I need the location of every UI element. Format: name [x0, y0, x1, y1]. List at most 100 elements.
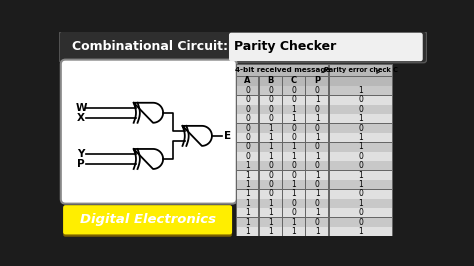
- Text: p: p: [376, 69, 380, 74]
- Bar: [330, 180, 392, 189]
- Text: A: A: [244, 76, 251, 85]
- Bar: [237, 105, 258, 114]
- Bar: [307, 95, 328, 105]
- Bar: [330, 65, 392, 76]
- Text: 0: 0: [358, 189, 363, 198]
- Bar: [260, 86, 282, 95]
- Bar: [330, 190, 392, 198]
- Bar: [330, 77, 392, 86]
- Text: 4-bit received message: 4-bit received message: [235, 67, 330, 73]
- Bar: [307, 133, 328, 142]
- Bar: [307, 208, 328, 217]
- Text: 0: 0: [268, 114, 273, 123]
- Text: 1: 1: [315, 171, 319, 180]
- Text: 1: 1: [358, 133, 363, 142]
- Text: 0: 0: [315, 142, 320, 151]
- Bar: [283, 199, 305, 208]
- Bar: [330, 143, 392, 152]
- Bar: [330, 124, 392, 133]
- Text: 1: 1: [245, 199, 250, 208]
- Bar: [307, 77, 328, 86]
- Bar: [330, 161, 392, 170]
- Text: 1: 1: [315, 133, 319, 142]
- Bar: [260, 152, 282, 161]
- FancyBboxPatch shape: [63, 207, 232, 237]
- Text: 0: 0: [245, 114, 250, 123]
- Bar: [237, 208, 258, 217]
- Bar: [283, 95, 305, 105]
- Text: 1: 1: [315, 227, 319, 236]
- Bar: [260, 77, 282, 86]
- FancyBboxPatch shape: [61, 60, 237, 204]
- Bar: [330, 199, 392, 208]
- Bar: [283, 133, 305, 142]
- Bar: [283, 180, 305, 189]
- Text: 1: 1: [268, 152, 273, 161]
- Text: 0: 0: [245, 133, 250, 142]
- Bar: [260, 199, 282, 208]
- Text: 0: 0: [268, 171, 273, 180]
- Polygon shape: [182, 126, 212, 146]
- Text: 0: 0: [268, 161, 273, 170]
- Text: 1: 1: [358, 180, 363, 189]
- Bar: [237, 95, 258, 105]
- Text: 1: 1: [358, 171, 363, 180]
- FancyBboxPatch shape: [63, 205, 232, 234]
- Bar: [307, 180, 328, 189]
- Text: C: C: [291, 76, 297, 85]
- Bar: [283, 161, 305, 170]
- Bar: [307, 199, 328, 208]
- Text: 0: 0: [358, 161, 363, 170]
- Text: 0: 0: [315, 86, 320, 95]
- Text: 0: 0: [315, 161, 320, 170]
- Text: 0: 0: [245, 124, 250, 132]
- Bar: [307, 143, 328, 152]
- Bar: [283, 152, 305, 161]
- Bar: [283, 208, 305, 217]
- Text: 0: 0: [268, 86, 273, 95]
- Text: 0: 0: [245, 95, 250, 105]
- Bar: [330, 105, 392, 114]
- Text: B: B: [268, 76, 274, 85]
- Text: 0: 0: [268, 189, 273, 198]
- Text: 0: 0: [358, 218, 363, 227]
- Bar: [283, 77, 305, 86]
- Text: 1: 1: [245, 208, 250, 217]
- Bar: [260, 208, 282, 217]
- Text: Parity error check C: Parity error check C: [324, 67, 398, 73]
- Bar: [330, 95, 392, 105]
- Text: 1: 1: [292, 105, 296, 114]
- Text: 0: 0: [315, 218, 320, 227]
- Text: 0: 0: [268, 105, 273, 114]
- Text: X: X: [77, 113, 85, 123]
- Bar: [260, 190, 282, 198]
- Bar: [237, 114, 258, 123]
- Text: 1: 1: [245, 171, 250, 180]
- Text: 0: 0: [292, 95, 297, 105]
- Bar: [236, 64, 392, 236]
- Text: 1: 1: [268, 124, 273, 132]
- Bar: [237, 133, 258, 142]
- Text: 0: 0: [315, 199, 320, 208]
- Bar: [237, 180, 258, 189]
- Bar: [307, 227, 328, 236]
- Text: 0: 0: [245, 152, 250, 161]
- Bar: [330, 208, 392, 217]
- Text: 0: 0: [268, 95, 273, 105]
- Bar: [237, 143, 258, 152]
- Text: Y: Y: [77, 149, 85, 159]
- Bar: [283, 171, 305, 180]
- Bar: [283, 190, 305, 198]
- Text: 0: 0: [358, 208, 363, 217]
- Text: 1: 1: [245, 180, 250, 189]
- Text: 1: 1: [358, 114, 363, 123]
- Bar: [283, 218, 305, 227]
- Bar: [260, 133, 282, 142]
- FancyBboxPatch shape: [229, 33, 423, 61]
- Text: 1: 1: [292, 189, 296, 198]
- Text: 0: 0: [245, 105, 250, 114]
- Text: 1: 1: [292, 114, 296, 123]
- Bar: [307, 124, 328, 133]
- Bar: [330, 152, 392, 161]
- Bar: [237, 86, 258, 95]
